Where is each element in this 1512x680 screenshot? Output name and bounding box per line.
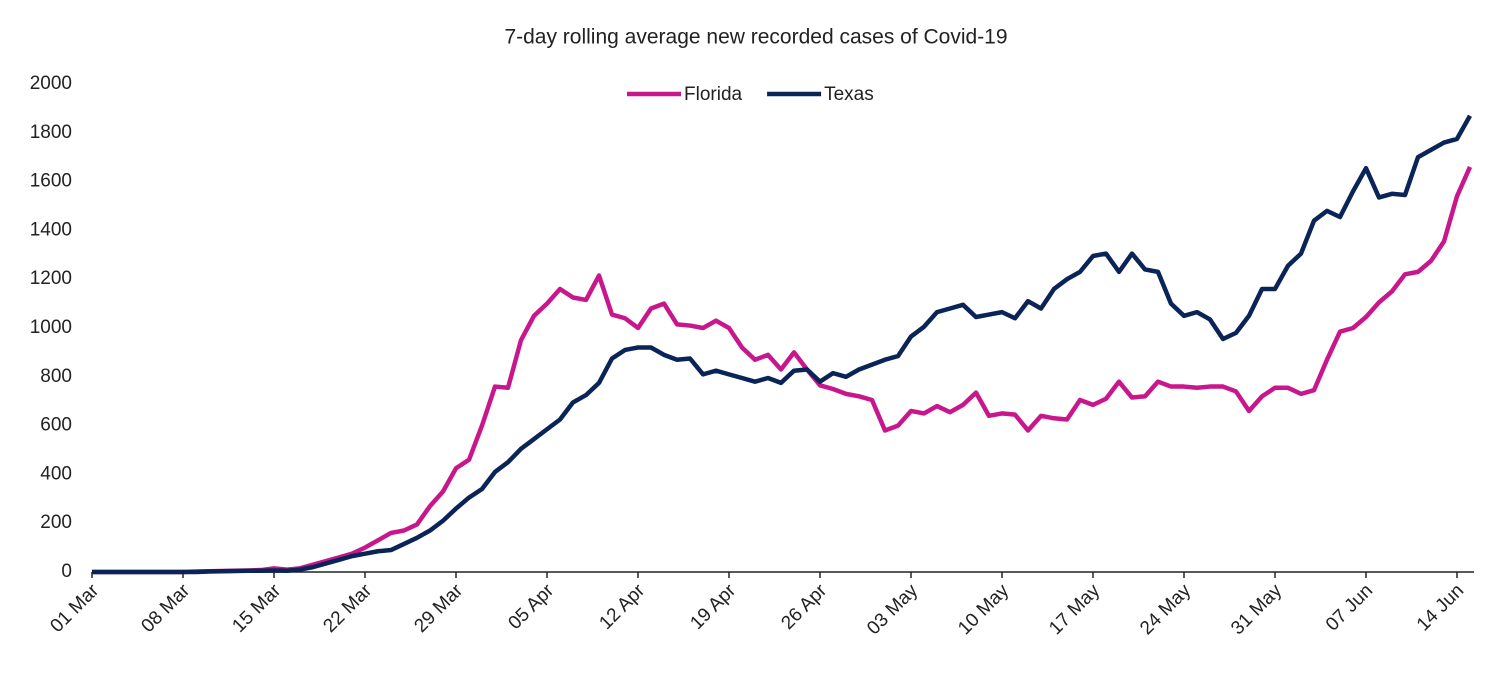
x-tick-label: 22 Mar <box>319 580 376 637</box>
y-tick-label: 1000 <box>30 317 72 338</box>
y-tick-label: 2000 <box>30 73 72 94</box>
y-tick-label: 0 <box>61 561 72 582</box>
y-tick-label: 200 <box>40 512 72 533</box>
x-tick-label: 29 Mar <box>410 580 467 637</box>
x-tick-label: 15 Mar <box>228 580 285 637</box>
legend-label: Texas <box>824 84 874 105</box>
x-tick-label: 17 May <box>1045 580 1104 639</box>
y-tick-label: 1600 <box>30 171 72 192</box>
series-line <box>92 114 1472 575</box>
x-tick-label: 03 May <box>863 580 922 639</box>
x-tick-label: 08 Mar <box>137 580 194 637</box>
x-tick-label: 24 May <box>1136 580 1195 639</box>
x-tick-label: 26 Apr <box>777 580 831 634</box>
y-tick-label: 400 <box>40 463 72 484</box>
y-tick-label: 1800 <box>30 122 72 143</box>
legend-label: Florida <box>684 84 743 105</box>
x-tick-label: 10 May <box>954 580 1013 639</box>
x-tick-label: 14 Jun <box>1413 580 1468 635</box>
x-tick-label: 05 Apr <box>504 580 558 634</box>
series-line <box>92 166 1473 575</box>
y-tick-label: 600 <box>40 415 72 436</box>
x-tick-label: 19 Apr <box>686 580 740 634</box>
x-tick-label: 12 Apr <box>595 580 649 634</box>
x-tick-label: 07 Jun <box>1322 580 1377 635</box>
y-tick-label: 1200 <box>30 268 72 289</box>
y-tick-label: 1400 <box>30 219 72 240</box>
y-tick-label: 800 <box>40 366 72 387</box>
x-tick-label: 31 May <box>1227 580 1286 639</box>
x-tick-label: 01 Mar <box>46 580 103 637</box>
chart-title: 7-day rolling average new recorded cases… <box>504 26 1007 49</box>
